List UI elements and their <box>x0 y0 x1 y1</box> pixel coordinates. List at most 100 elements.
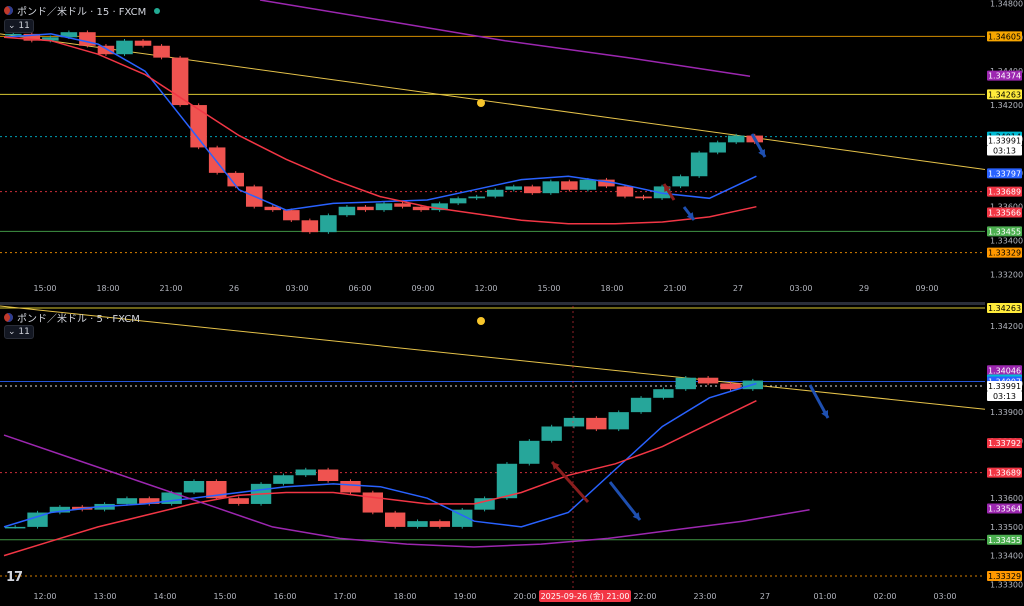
y-tick-label: 1.34200 <box>990 322 1023 331</box>
candle-body <box>653 389 674 398</box>
price-label-box <box>987 303 1022 314</box>
ma-slow-1 <box>3 400 757 557</box>
candle-body <box>519 440 540 464</box>
price-label: 1.33991 <box>988 136 1021 145</box>
price-label-box <box>987 365 1022 376</box>
candle-body <box>338 206 356 216</box>
y-tick-label: 1.33200 <box>990 271 1023 280</box>
candle-body <box>690 152 708 177</box>
candle-body <box>720 383 741 390</box>
candle-body <box>116 40 133 55</box>
x-tick-label: 18:00 <box>96 284 119 293</box>
trendline-1 <box>0 305 986 410</box>
candle-body <box>608 412 629 430</box>
ma-fast-1 <box>3 382 757 528</box>
x-tick-label: 19:00 <box>453 592 476 601</box>
price-label-box <box>987 70 1022 81</box>
panel1-title: ポンド／米ドル · 15 · FXCM <box>17 7 147 18</box>
panel-separator <box>0 302 1024 305</box>
price-label-box <box>987 145 1022 156</box>
candle-body <box>49 506 71 513</box>
candle-body <box>362 492 383 513</box>
price-label-box <box>987 503 1022 514</box>
candle-body <box>579 179 597 190</box>
candle-body <box>301 220 319 233</box>
x-tick-label: 12:00 <box>33 592 56 601</box>
x-tick-label: 29 <box>859 284 869 293</box>
price-label: 1.34374 <box>988 72 1021 81</box>
price-label-box <box>987 381 1022 392</box>
crosshair-time-box <box>539 590 631 602</box>
candle-body <box>190 105 207 148</box>
candle-body <box>227 172 244 187</box>
y-tick-label: 1.33500 <box>990 523 1023 532</box>
price-label: 1.33991 <box>988 382 1021 391</box>
gbpusd-flag-icon <box>4 313 13 322</box>
price-label: 1.33689 <box>988 469 1021 478</box>
candle-body <box>183 480 205 493</box>
panel2-title: ポンド／米ドル · 5 · FXCM <box>17 314 140 325</box>
candle-body <box>616 186 634 197</box>
price-label: 1.33455 <box>988 536 1021 545</box>
price-label: 03:13 <box>993 146 1016 155</box>
price-label-box <box>987 207 1022 218</box>
x-tick-label: 15:00 <box>213 592 236 601</box>
candle-body <box>153 45 170 58</box>
panel1-indicator-count: 11 <box>18 21 30 31</box>
candle-body <box>431 203 448 211</box>
down-arrow-icon <box>608 481 642 521</box>
price-label: 1.33329 <box>988 249 1021 258</box>
crosshair-time-label: 2025-09-26 (金) 21:00 <box>541 591 630 601</box>
candle-body <box>407 521 428 527</box>
candle-body <box>524 186 541 194</box>
price-label-box <box>987 168 1022 179</box>
x-tick-label: 06:00 <box>348 284 371 293</box>
y-tick-label: 1.33300 <box>990 580 1023 589</box>
x-tick-label: 18:00 <box>393 592 416 601</box>
x-tick-label: 27 <box>760 592 770 601</box>
down-arrow-icon-head <box>686 212 694 220</box>
panel2-indicator-toggle[interactable]: ⌄ 11 <box>4 325 34 339</box>
panel2-header: ポンド／米ドル · 5 · FXCM <box>4 310 140 325</box>
x-tick-label: 01:00 <box>813 592 836 601</box>
x-tick-label: 03:00 <box>285 284 308 293</box>
candle-body <box>452 509 473 527</box>
price-label: 03:13 <box>993 392 1016 401</box>
x-tick-label: 03:00 <box>933 592 956 601</box>
candle-body <box>139 498 160 504</box>
y-tick-label: 1.33900 <box>990 408 1023 417</box>
price-label: 1.33455 <box>988 227 1021 236</box>
candle-body <box>697 377 719 384</box>
price-label: 1.34605 <box>988 32 1021 41</box>
candle-body <box>586 417 607 430</box>
candle-body <box>474 498 495 510</box>
x-tick-label: 18:00 <box>600 284 623 293</box>
price-label-box <box>987 438 1022 449</box>
candle-body <box>412 206 430 211</box>
candle-body <box>541 426 562 441</box>
gbpusd-flag-icon <box>4 6 13 15</box>
candle-body <box>468 196 485 199</box>
candle-body <box>5 33 22 36</box>
x-tick-label: 22:00 <box>633 592 656 601</box>
panel2-indicator-count: 11 <box>18 327 30 337</box>
candle-body <box>42 37 59 41</box>
panel1-indicator-toggle[interactable]: ⌄ 11 <box>4 19 34 33</box>
x-tick-label: 09:00 <box>915 284 938 293</box>
price-label: 1.33792 <box>988 439 1021 448</box>
x-tick-label: 02:00 <box>873 592 896 601</box>
candle-body <box>672 176 689 187</box>
candle-body <box>171 57 189 106</box>
price-label-box <box>987 31 1022 42</box>
price-label-box <box>987 186 1022 197</box>
price-label-box <box>987 570 1022 581</box>
candle-body <box>727 135 745 143</box>
candle-body <box>653 186 671 199</box>
x-tick-label: 23:00 <box>693 592 716 601</box>
x-tick-label: 21:00 <box>663 284 686 293</box>
up-arrow-icon <box>550 460 590 504</box>
candle-body <box>295 469 316 476</box>
price-label: 1.33566 <box>988 209 1021 218</box>
price-label-box <box>987 534 1022 545</box>
